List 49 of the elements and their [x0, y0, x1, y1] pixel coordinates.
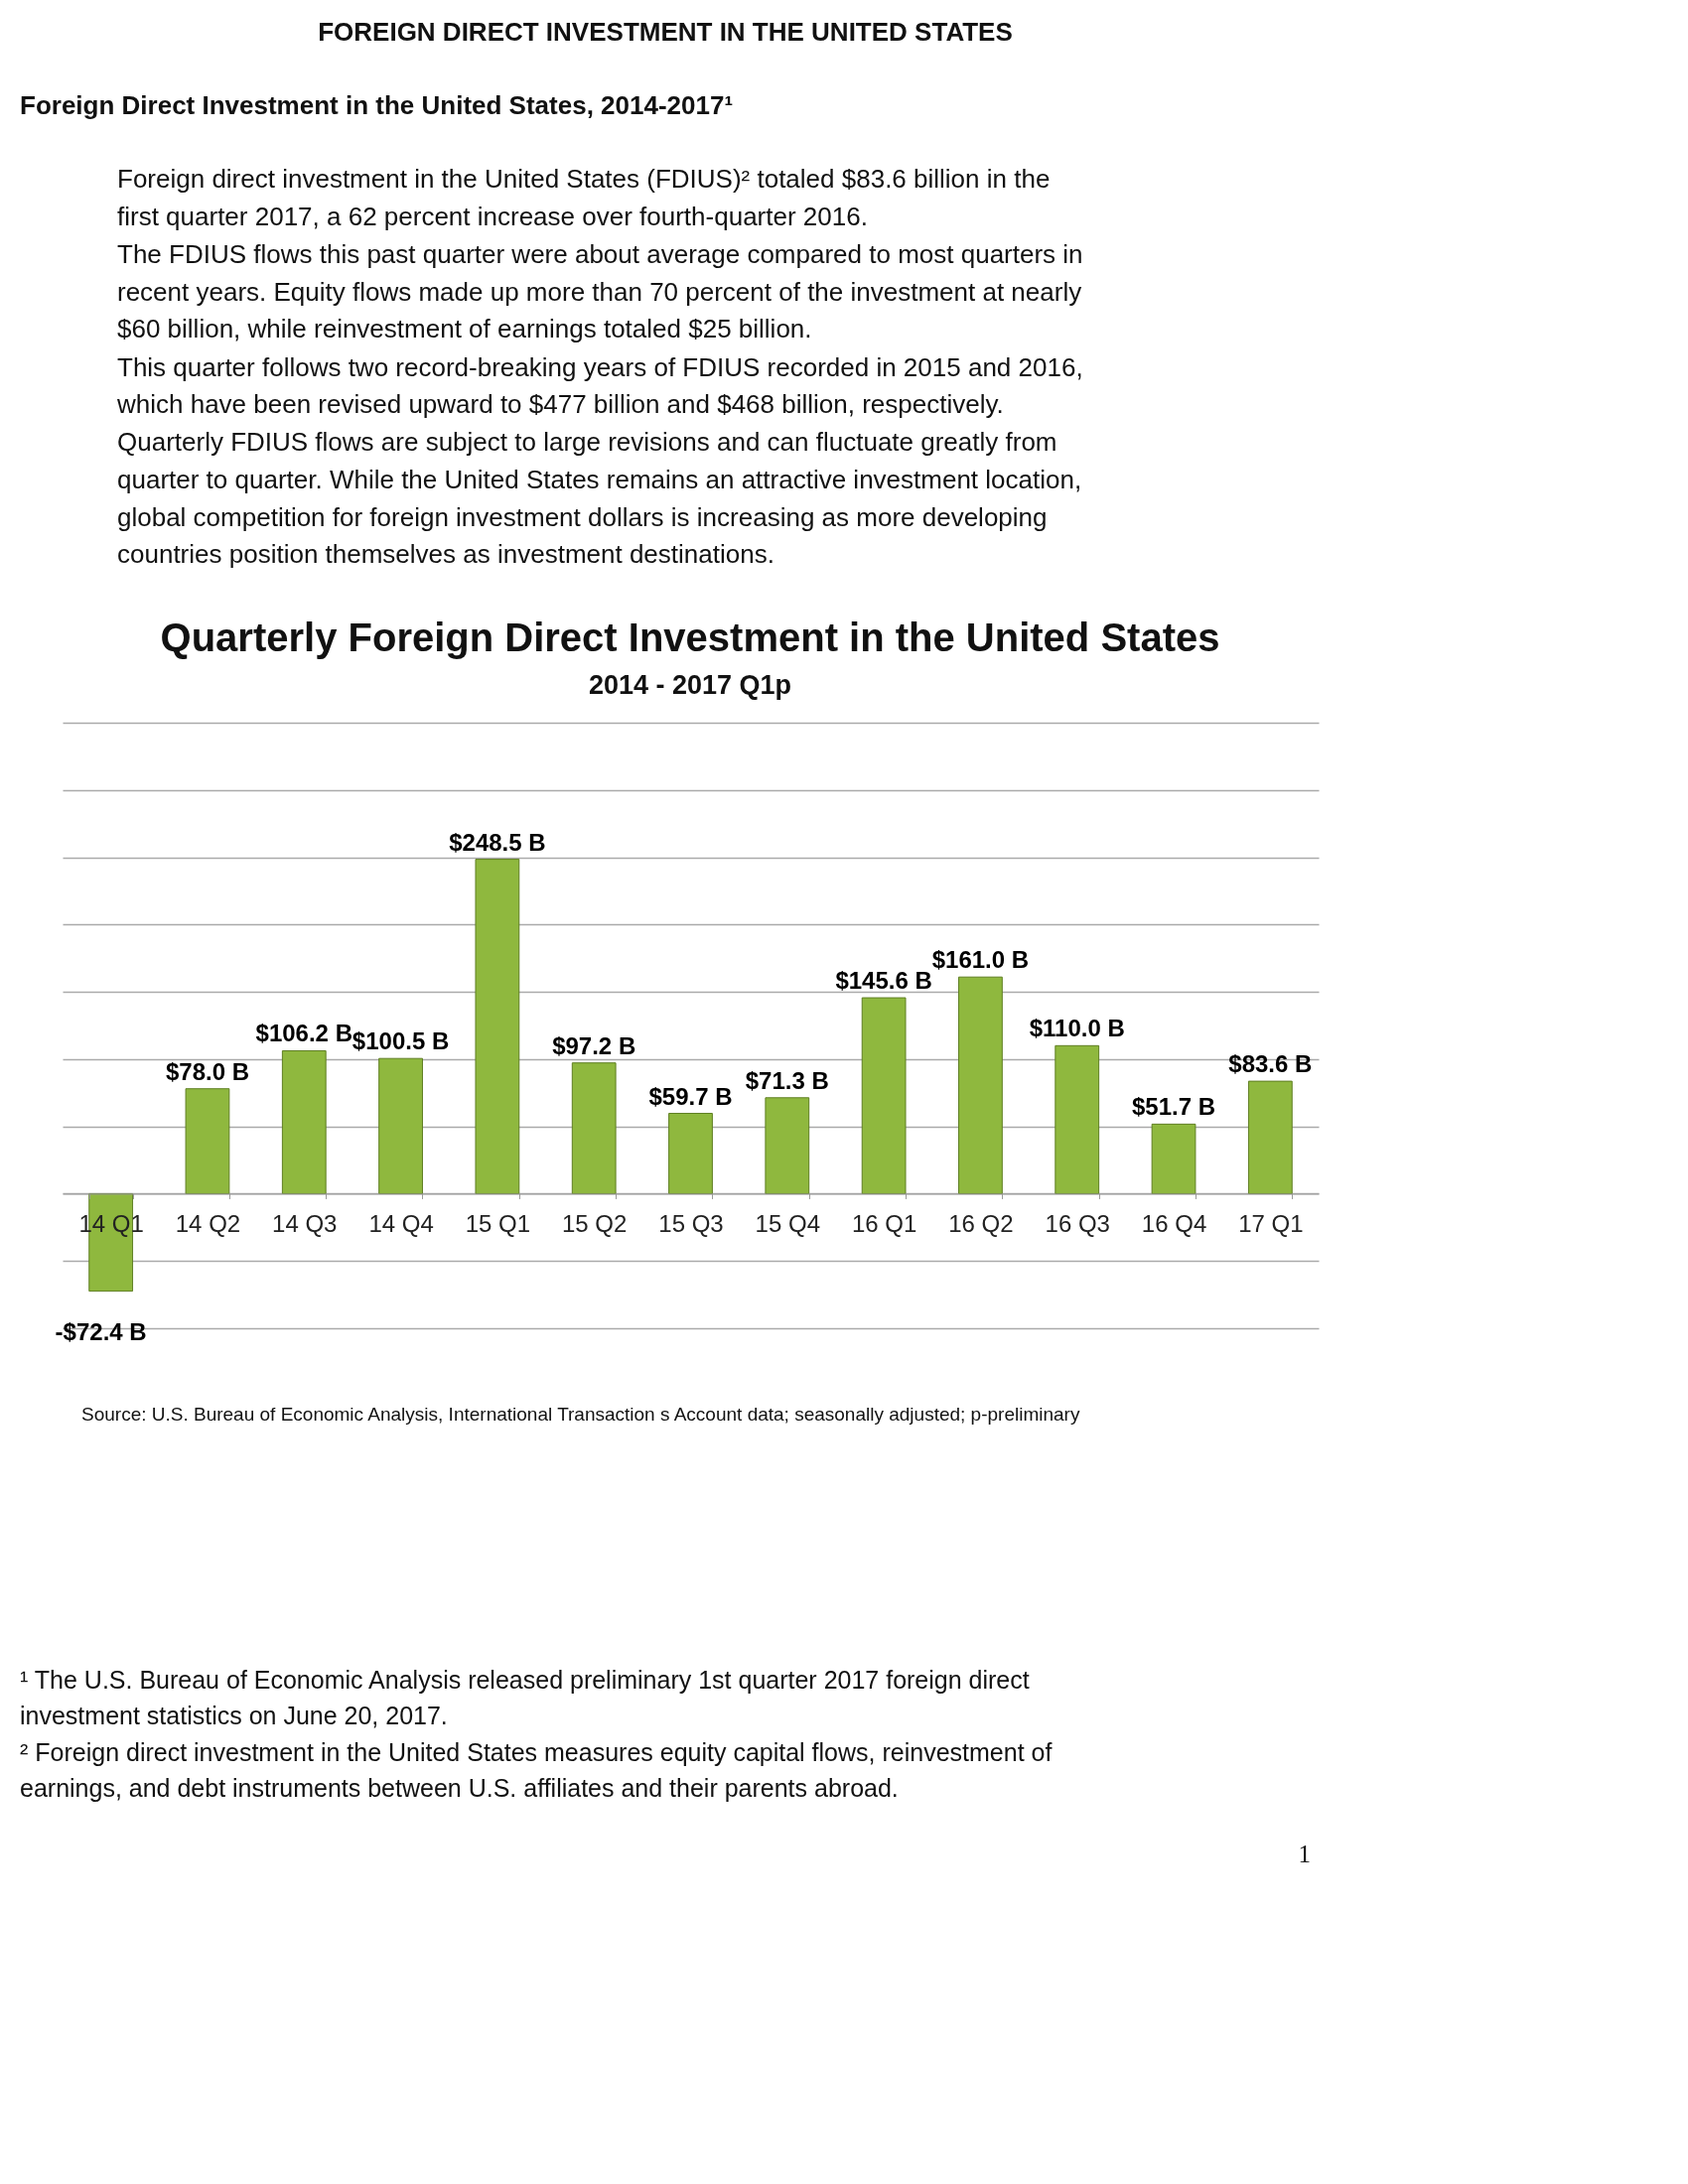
data-label: $97.2 B	[552, 1031, 636, 1059]
bar	[281, 1049, 327, 1194]
text: ¹ The U.S. Bureau of Economic Analysis released preliminary 1st quarter 2017 foreign direct investment statistics on June 20, 2017.	[20, 1666, 1030, 1730]
data-label: $71.3 B	[745, 1066, 829, 1094]
bar	[1055, 1044, 1100, 1194]
bar	[475, 859, 520, 1194]
data-label: $100.5 B	[352, 1027, 450, 1055]
x-tick-label: 16 Q2	[948, 1209, 1014, 1237]
x-tick-label: 16 Q3	[1045, 1209, 1110, 1237]
bar	[185, 1088, 230, 1194]
text: Foreign direct investment in the United States (FDIUS)² totaled $83.6 billion in the first quarter 2017, a 62 percent increase over fourth-quarter 2016.	[117, 164, 1051, 231]
x-tick-label: 14 Q2	[175, 1209, 241, 1237]
chart-subtitle: 2014 - 2017 Q1p	[588, 670, 792, 700]
x-tick-label: 16 Q4	[1141, 1209, 1207, 1237]
data-label: $145.6 B	[835, 967, 932, 995]
source-note: Source: U.S. Bureau of Economic Analysis, International Transaction s Account data; seasonally adjusted; p-preliminary	[81, 1404, 1080, 1425]
bar	[668, 1113, 713, 1194]
bar	[1151, 1123, 1196, 1194]
x-tick-label: 14 Q4	[368, 1209, 434, 1237]
bar	[765, 1097, 810, 1194]
data-label: $59.7 B	[648, 1082, 733, 1110]
x-tick-label: 15 Q3	[658, 1209, 724, 1237]
text: Quarterly FDIUS flows are subject to large revisions and can fluctuate greatly from quarter to quarter. While the United States remains an attractive investment location, global competition for foreign investment dollars is increasing as more developing countries position themselves as investment destinations.	[117, 427, 1082, 570]
x-tick-label: 17 Q1	[1238, 1209, 1304, 1237]
data-label: $83.6 B	[1228, 1050, 1313, 1078]
text: This quarter follows two record-breaking years of FDIUS recorded in 2015 and 2016, which have been revised upward to $477 billion and $468 billion, respectively.	[116, 351, 1083, 420]
x-tick-label: 15 Q1	[465, 1209, 531, 1237]
data-label: $51.7 B	[1132, 1093, 1216, 1121]
x-tick-label: 15 Q4	[755, 1209, 820, 1237]
data-label: $110.0 B	[1029, 1015, 1125, 1042]
bar	[861, 997, 907, 1194]
bar	[378, 1057, 423, 1194]
bar	[958, 976, 1003, 1194]
x-tick-label: 14 Q3	[272, 1209, 338, 1237]
data-label: $78.0 B	[165, 1057, 249, 1085]
chart-title: Quarterly Foreign Direct Investment in the United States	[160, 615, 1220, 659]
text: ² Foreign direct investment in the United States measures equity capital flows, reinvestment of earnings, and debt instruments between U.S. affiliates and their parents abroad.	[20, 1737, 1053, 1802]
x-tick-label: 15 Q2	[562, 1209, 628, 1237]
bar	[571, 1062, 617, 1194]
text: The FDIUS flows this past quarter were about average compared to most quarters in recent years. Equity flows made up more than 70 percent of the investment at nearly $60 billion, while reinvestment of earnings totaled $25 billion.	[117, 238, 1083, 344]
text: Foreign Direct Investment in the United States, 2014-2017¹	[20, 90, 734, 120]
data-label: $248.5 B	[449, 828, 546, 856]
data-label: $106.2 B	[255, 1020, 352, 1047]
x-tick-label: 16 Q1	[851, 1209, 917, 1237]
bar	[1247, 1080, 1293, 1194]
text: 1	[1298, 1841, 1311, 1867]
text: FOREIGN DIRECT INVESTMENT IN THE UNITED STATES	[318, 17, 1013, 47]
data-label: -$72.4 B	[55, 1317, 147, 1345]
data-label: $161.0 B	[931, 946, 1030, 974]
